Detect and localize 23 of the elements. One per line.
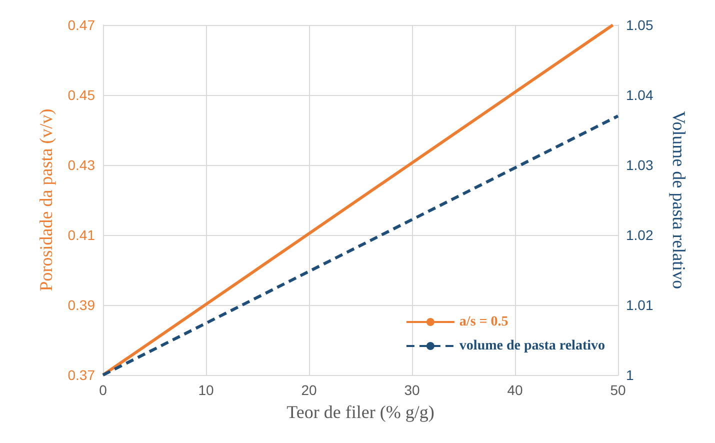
x-axis-title: Teor de filer (% g/g): [286, 402, 434, 422]
x-tick-label: 30: [404, 382, 420, 398]
x-tick-label: 50: [610, 382, 626, 398]
legend-label: volume de pasta relativo: [459, 338, 606, 354]
y2-tick-label: 1.05: [626, 17, 654, 33]
x-tick-label: 0: [99, 382, 108, 398]
y-tick-label: 0.41: [68, 227, 96, 243]
x-tick-label: 10: [198, 382, 214, 398]
x-tick-label: 40: [507, 382, 523, 398]
y-tick-label: 0.37: [68, 367, 96, 383]
y-tick-label: 0.45: [68, 87, 96, 103]
y2-tick-label: 1.03: [626, 157, 654, 173]
y2-tick-label: 1.01: [626, 297, 654, 313]
x-tick-label: 20: [301, 382, 317, 398]
y2-tick-label: 1.02: [626, 227, 654, 243]
y-axis-title: Porosidade da pasta (v/v): [36, 108, 56, 292]
y-tick-label: 0.43: [68, 157, 96, 173]
y-tick-label: 0.47: [68, 17, 96, 33]
y2-axis-title: Volume de pasta relativo: [669, 110, 689, 290]
legend-label: a/s = 0.5: [459, 314, 508, 330]
y2-tick-label: 1.04: [626, 87, 654, 103]
y2-tick-label: 1: [626, 367, 634, 383]
y-tick-label: 0.39: [68, 297, 96, 313]
